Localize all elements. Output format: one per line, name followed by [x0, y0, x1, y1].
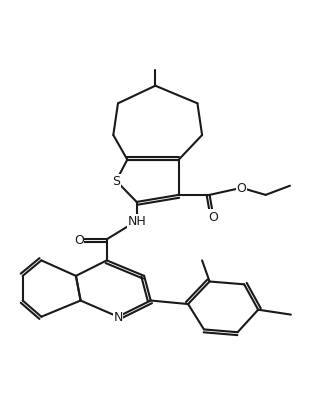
Text: S: S [112, 175, 120, 188]
Text: O: O [208, 210, 218, 223]
Text: O: O [236, 182, 246, 195]
Text: O: O [74, 233, 84, 246]
Text: NH: NH [127, 215, 146, 228]
Text: N: N [113, 311, 123, 323]
